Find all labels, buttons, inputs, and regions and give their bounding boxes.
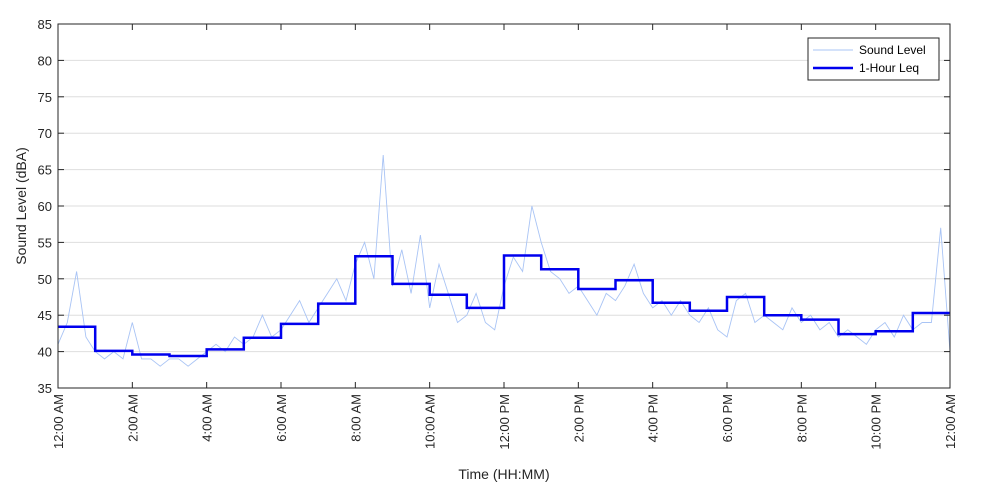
y-tick-label: 35 <box>38 381 52 396</box>
y-tick-labels: 35 40 45 50 55 60 65 70 75 80 85 <box>38 17 52 396</box>
y-tick-label: 55 <box>38 235 52 250</box>
legend: Sound Level 1-Hour Leq <box>807 37 940 81</box>
x-tick-label: 4:00 PM <box>646 394 661 442</box>
x-tick-label: 12:00 PM <box>497 394 512 450</box>
y-tick-label: 85 <box>38 17 52 32</box>
y-axis-title: Sound Level (dBA) <box>13 147 29 265</box>
x-tick-label: 8:00 PM <box>794 394 809 442</box>
x-tick-labels: 12:00 AM 2:00 AM 4:00 AM 6:00 AM 8:00 AM 10:0… <box>51 394 958 450</box>
x-tick-label: 10:00 AM <box>423 394 438 449</box>
y-tick-label: 45 <box>38 308 52 323</box>
x-tick-label: 4:00 AM <box>200 394 215 442</box>
y-tick-label: 40 <box>38 345 52 360</box>
legend-label-1-hour-leq: 1-Hour Leq <box>859 61 919 75</box>
x-tick-label: 2:00 PM <box>571 394 586 442</box>
y-tick-label: 65 <box>38 163 52 178</box>
x-tick-label: 8:00 AM <box>348 394 363 442</box>
y-tick-label: 75 <box>38 90 52 105</box>
x-tick-label: 6:00 PM <box>720 394 735 442</box>
legend-label-sound-level: Sound Level <box>859 43 926 57</box>
x-tick-label: 10:00 PM <box>869 394 884 450</box>
series-1-hour-leq <box>58 254 950 358</box>
series-layer <box>57 154 951 367</box>
x-tick-label: 12:00 AM <box>943 394 958 449</box>
legend-box <box>807 37 940 81</box>
y-tick-label: 80 <box>38 53 52 68</box>
x-axis-title: Time (HH:MM) <box>458 466 549 482</box>
y-tick-label: 60 <box>38 199 52 214</box>
axis-ticks <box>57 23 951 389</box>
x-tick-label: 6:00 AM <box>274 394 289 442</box>
x-tick-label: 2:00 AM <box>125 394 140 442</box>
y-tick-label: 70 <box>38 126 52 141</box>
x-tick-label: 12:00 AM <box>51 394 66 449</box>
y-tick-label: 50 <box>38 272 52 287</box>
